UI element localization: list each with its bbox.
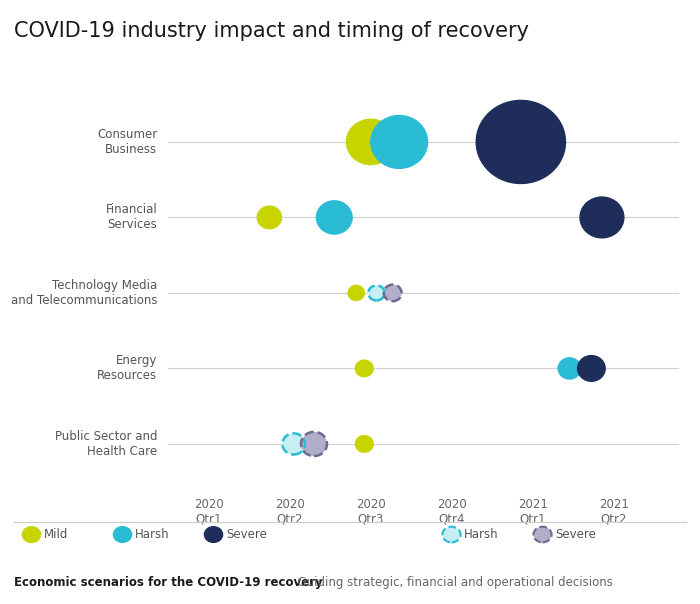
Text: Guiding strategic, financial and operational decisions: Guiding strategic, financial and operati… <box>290 576 613 589</box>
Text: Public Sector and
Health Care: Public Sector and Health Care <box>55 430 158 458</box>
Text: Financial
Services: Financial Services <box>106 204 158 231</box>
Text: Mild: Mild <box>44 528 69 541</box>
Text: Consumer
Business: Consumer Business <box>97 128 158 156</box>
Circle shape <box>282 434 305 454</box>
Circle shape <box>371 115 428 169</box>
Text: Energy
Resources: Energy Resources <box>97 355 158 382</box>
Circle shape <box>257 206 281 229</box>
Text: Severe: Severe <box>555 528 596 541</box>
Text: Harsh: Harsh <box>135 528 169 541</box>
Text: Severe: Severe <box>226 528 267 541</box>
Text: COVID-19 industry impact and timing of recovery: COVID-19 industry impact and timing of r… <box>14 21 529 41</box>
Circle shape <box>301 432 327 456</box>
Circle shape <box>348 285 364 300</box>
Circle shape <box>558 358 581 379</box>
Circle shape <box>356 435 373 452</box>
Circle shape <box>384 284 402 301</box>
Circle shape <box>578 356 606 381</box>
Circle shape <box>316 201 352 234</box>
Circle shape <box>368 285 384 300</box>
Circle shape <box>356 360 373 377</box>
Text: Harsh: Harsh <box>464 528 498 541</box>
Circle shape <box>346 119 395 164</box>
Text: Economic scenarios for the COVID-19 recovery: Economic scenarios for the COVID-19 reco… <box>14 576 323 589</box>
Text: Technology Media
and Telecommunications: Technology Media and Telecommunications <box>11 279 158 307</box>
Circle shape <box>580 197 624 238</box>
Circle shape <box>476 100 566 184</box>
